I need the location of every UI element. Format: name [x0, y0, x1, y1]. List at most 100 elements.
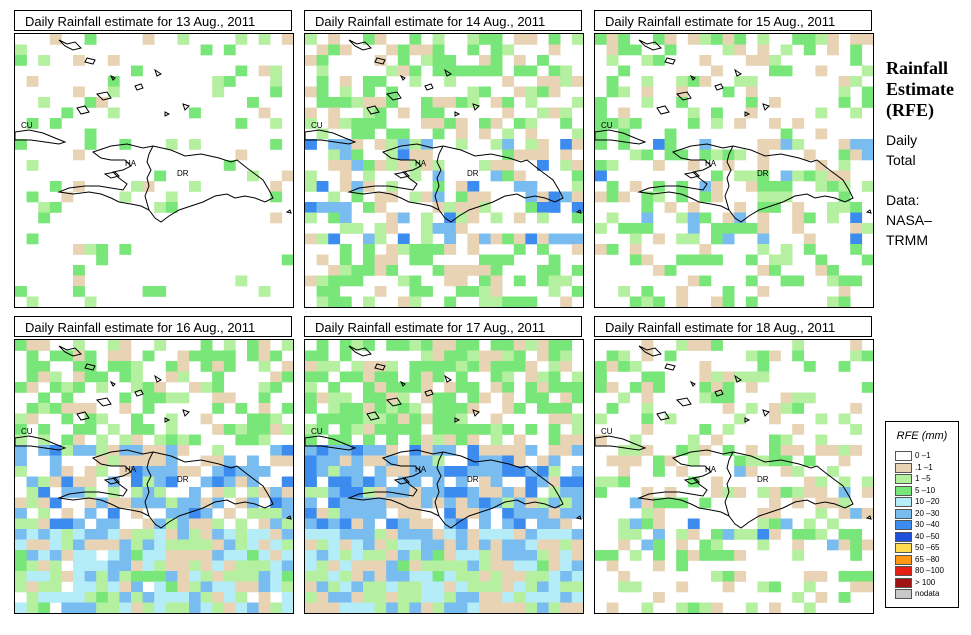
data-source: Data: NASA– TRMM: [886, 190, 966, 250]
rainfall-cell: [15, 466, 27, 477]
rainfall-cell: [803, 487, 816, 498]
small-island-coastline: [744, 417, 751, 423]
rainfall-cell: [339, 424, 352, 435]
rainfall-cell: [305, 518, 317, 530]
rainfall-cell: [96, 592, 109, 603]
rainfall-cell: [769, 181, 781, 192]
rainfall-cell: [490, 539, 503, 551]
rainfall-cell: [571, 244, 583, 255]
rainfall-cell: [247, 550, 259, 561]
rainfall-cell: [711, 529, 723, 540]
rainfall-cell: [629, 118, 642, 129]
rainfall-cell: [328, 403, 341, 414]
rainfall-cell: [305, 466, 317, 477]
rainfall-cell: [96, 466, 109, 477]
rainfall-cell: [38, 476, 51, 488]
rainfall-cell: [223, 424, 236, 435]
rainfall-cell: [247, 466, 259, 477]
rainfall-cell: [641, 149, 654, 161]
rainfall-cell: [490, 286, 503, 297]
rainfall-cell: [328, 602, 341, 613]
rainfall-cell: [281, 403, 293, 414]
rainfall-cell: [351, 275, 364, 287]
rainfall-cell: [780, 275, 793, 287]
rainfall-cell: [827, 497, 839, 509]
rainfall-cell: [328, 160, 341, 171]
rainfall-cell: [73, 571, 85, 582]
rainfall-cell: [119, 592, 132, 603]
rainfall-cell: [699, 550, 712, 561]
rainfall-cell: [281, 34, 293, 45]
rainfall-cell: [780, 181, 793, 192]
rainfall-cell: [479, 466, 491, 477]
rainfall-cell: [861, 181, 873, 192]
rainfall-cell: [142, 424, 155, 435]
rainfall-cell: [838, 497, 851, 509]
rainfall-cell: [502, 392, 515, 404]
rainfall-cell: [409, 571, 422, 582]
rainfall-cell: [745, 223, 758, 234]
rainfall-cell: [421, 233, 433, 245]
rainfall-cell: [189, 181, 201, 192]
rainfall-cell: [641, 55, 654, 66]
rainfall-cell: [653, 592, 665, 603]
rainfall-cell: [212, 424, 225, 435]
rainfall-cell: [154, 170, 167, 182]
rainfall-map: CU HA DR: [304, 33, 584, 308]
rainfall-cell: [769, 529, 781, 540]
rainfall-cell: [711, 371, 723, 383]
rainfall-cell: [850, 34, 863, 45]
rainfall-cell: [525, 86, 538, 98]
rainfall-cell: [560, 118, 573, 129]
rainfall-cell: [537, 602, 549, 613]
rainfall-cell: [374, 97, 387, 108]
rainfall-cell: [490, 340, 503, 351]
rainfall-cell: [73, 244, 85, 255]
rainfall-cell: [513, 340, 526, 351]
rainfall-cell: [467, 202, 480, 213]
rainfall-cell: [548, 202, 561, 213]
rainfall-cell: [571, 170, 583, 182]
rainfall-cell: [374, 424, 387, 435]
small-island-coastline: [575, 209, 582, 214]
rainfall-cell: [386, 550, 399, 561]
rainfall-cell: [745, 602, 758, 613]
rainfall-cell: [467, 508, 480, 519]
legend-swatch: [895, 577, 912, 588]
haiti-dr-border: [144, 451, 154, 517]
rainfall-cell: [235, 529, 248, 540]
rainfall-cell: [664, 350, 677, 362]
rainfall-cell: [525, 539, 538, 551]
rainfall-cell: [363, 550, 375, 561]
rainfall-cell: [305, 403, 317, 414]
rainfall-cell: [38, 518, 51, 530]
rainfall-cell: [281, 508, 293, 519]
rainfall-cell: [339, 497, 352, 509]
rainfall-cell: [258, 560, 271, 572]
small-island-coastline: [664, 363, 676, 371]
rainfall-cell: [444, 560, 457, 572]
rainfall-cell: [235, 571, 248, 582]
rainfall-cell: [606, 350, 619, 362]
rainfall-cell: [548, 350, 561, 362]
rainfall-cell: [827, 170, 839, 182]
rainfall-map: CU HA DR: [14, 33, 294, 308]
rainfall-cell: [212, 403, 225, 414]
rainfall-cell: [351, 118, 364, 129]
rainfall-cell: [560, 539, 573, 551]
rainfall-cell: [757, 160, 770, 171]
rainfall-cell: [711, 181, 723, 192]
rainfall-cell: [548, 413, 561, 425]
rainfall-cell: [339, 592, 352, 603]
rainfall-cell: [513, 539, 526, 551]
rainfall-cell: [363, 118, 375, 129]
rainfall-cell: [119, 602, 132, 613]
cuba-coastline: [305, 435, 357, 451]
rainfall-cell: [374, 529, 387, 540]
rainfall-cell: [305, 497, 317, 509]
rainfall-cell: [629, 455, 642, 467]
rainfall-cell: [525, 424, 538, 435]
rainfall-cell: [861, 581, 873, 593]
rainfall-cell: [548, 560, 561, 572]
rainfall-cell: [467, 445, 480, 456]
